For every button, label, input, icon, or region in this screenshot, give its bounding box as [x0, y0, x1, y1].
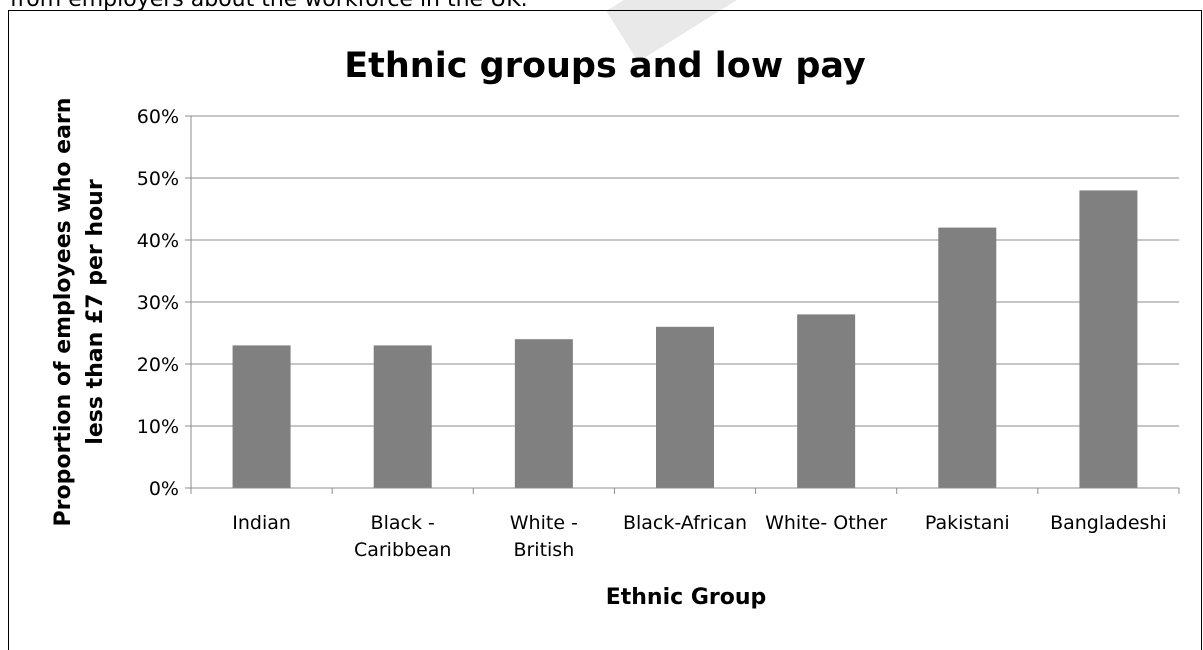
chart-title: Ethnic groups and low pay [344, 46, 866, 86]
x-tick-label: White - [510, 512, 578, 534]
bar [656, 326, 714, 488]
x-tick-labels: Indian Black - Caribbean White - British Blac… [232, 512, 1167, 561]
y-axis-title-line: less than £7 per hour [83, 179, 108, 445]
bars [232, 190, 1138, 488]
axes [190, 116, 1180, 494]
y-tick-label: 40% [137, 230, 179, 252]
y-axis-title-line: Proportion of employees who earn [51, 98, 76, 527]
y-tick-label: 20% [137, 354, 179, 376]
x-tick-label: Caribbean [354, 539, 452, 561]
x-axis-title: Ethnic Group [606, 585, 767, 610]
y-tick-labels: 0% 10% 20% 30% 40% 50% 60% [137, 106, 179, 500]
y-tick-label: 30% [137, 292, 179, 314]
x-tick-label: Black - [371, 512, 435, 534]
bar [938, 227, 997, 488]
x-tick-label: Indian [232, 512, 291, 534]
bar [232, 345, 291, 488]
bar [373, 345, 432, 488]
x-tick-label: Black-African [623, 512, 747, 534]
x-tick-label: Pakistani [925, 512, 1010, 534]
header-text: from employers about the workforce in th… [10, 0, 528, 13]
bar [514, 339, 573, 488]
bar-chart: Ethnic groups and low pay 0% 10% 20% 30% 40%… [51, 46, 1180, 610]
x-tick-label: Bangladeshi [1050, 512, 1167, 534]
x-tick-label: White- Other [765, 512, 887, 534]
y-tick-label: 10% [137, 416, 179, 438]
y-tick-label: 0% [149, 478, 179, 500]
bar [1079, 190, 1138, 488]
y-axis-title: Proportion of employees who earn less tha… [51, 98, 108, 527]
y-tick-label: 50% [137, 168, 179, 190]
bar [797, 314, 856, 488]
x-tick-label: British [513, 539, 574, 561]
chart-frame [8, 10, 1202, 650]
y-tick-label: 60% [137, 106, 179, 128]
